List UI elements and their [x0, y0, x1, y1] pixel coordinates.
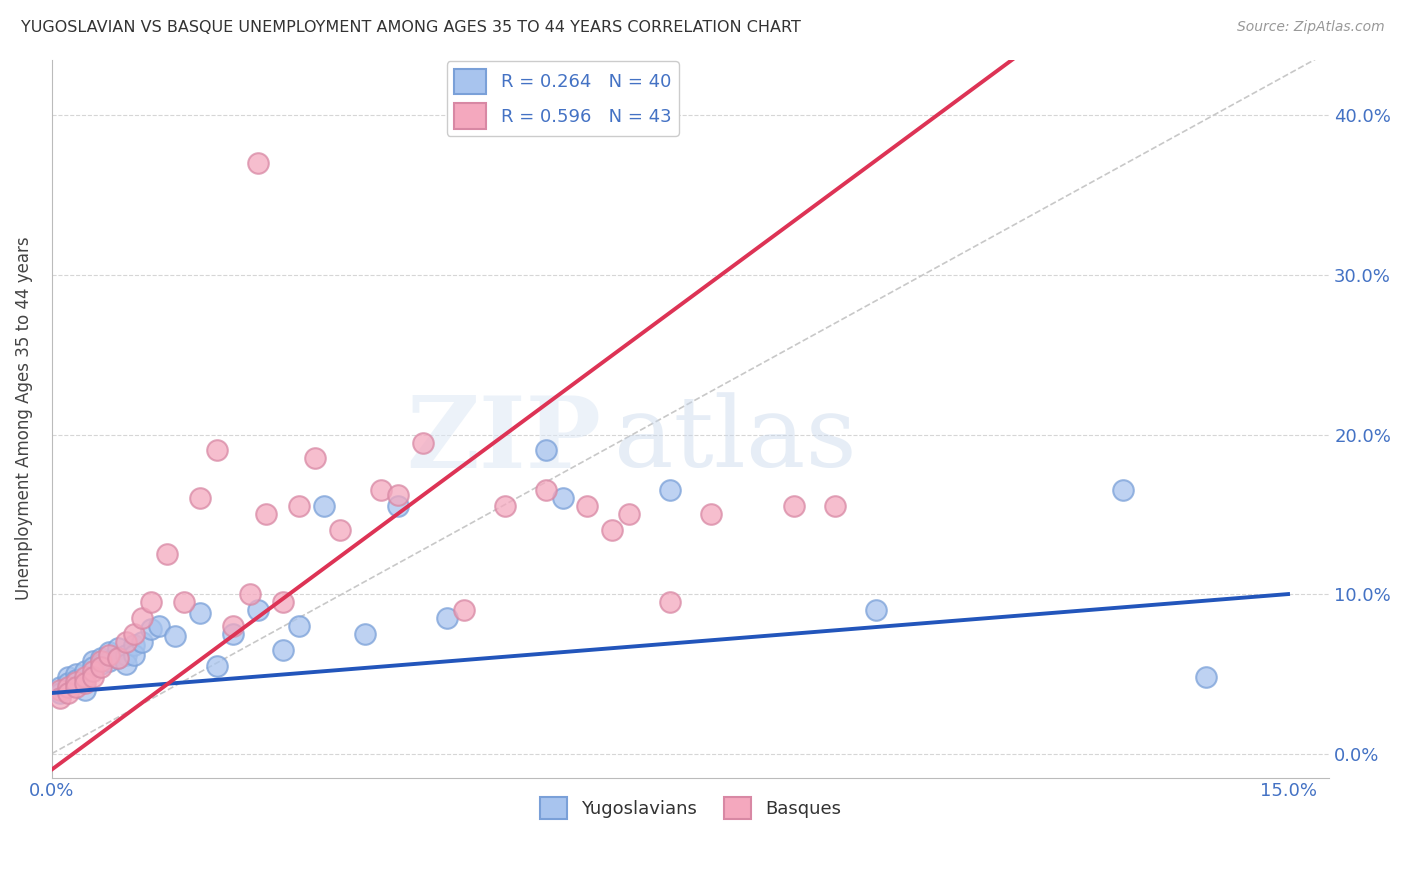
Point [436, 611, 458, 625]
Text: YUGOSLAVIAN VS BASQUE UNEMPLOYMENT AMONG AGES 35 TO 44 YEARS CORRELATION CHART: YUGOSLAVIAN VS BASQUE UNEMPLOYMENT AMONG… [21, 20, 801, 35]
Point [1194, 670, 1216, 684]
Point [90, 657, 112, 672]
Point [65, 673, 87, 688]
Point [246, 603, 269, 617]
Point [107, 651, 129, 665]
Point [700, 508, 723, 522]
Point [205, 443, 228, 458]
Point [387, 500, 409, 514]
Point [82, 664, 104, 678]
Point [49, 680, 72, 694]
Point [312, 500, 335, 514]
Point [453, 603, 475, 617]
Point [82, 654, 104, 668]
Point [49, 686, 72, 700]
Point [58, 680, 80, 694]
Point [90, 651, 112, 665]
Point [122, 638, 145, 652]
Text: atlas: atlas [614, 392, 856, 488]
Point [49, 682, 72, 697]
Point [148, 619, 170, 633]
Point [90, 654, 112, 668]
Point [131, 611, 153, 625]
Point [222, 627, 245, 641]
Point [329, 523, 352, 537]
Point [865, 603, 887, 617]
Point [115, 635, 138, 649]
Point [139, 622, 162, 636]
Point [73, 676, 96, 690]
Point [551, 491, 574, 506]
Point [536, 443, 558, 458]
Point [107, 641, 129, 656]
Point [115, 657, 138, 672]
Point [58, 670, 80, 684]
Point [122, 627, 145, 641]
Point [98, 648, 121, 662]
Point [107, 651, 129, 665]
Point [271, 595, 294, 609]
Point [304, 451, 326, 466]
Point [205, 658, 228, 673]
Point [824, 500, 846, 514]
Point [288, 619, 311, 633]
Point [536, 483, 558, 498]
Point [576, 500, 599, 514]
Text: Source: ZipAtlas.com: Source: ZipAtlas.com [1237, 20, 1385, 34]
Point [82, 670, 104, 684]
Point [370, 483, 392, 498]
Point [387, 488, 409, 502]
Point [288, 500, 311, 514]
Point [254, 508, 277, 522]
Point [73, 664, 96, 678]
Point [494, 500, 516, 514]
Point [1112, 483, 1135, 498]
Point [188, 606, 211, 620]
Point [658, 595, 681, 609]
Point [658, 483, 681, 498]
Point [49, 690, 72, 705]
Point [188, 491, 211, 506]
Point [165, 629, 187, 643]
Point [238, 587, 260, 601]
Text: ZIP: ZIP [406, 392, 602, 489]
Y-axis label: Unemployment Among Ages 35 to 44 years: Unemployment Among Ages 35 to 44 years [15, 236, 32, 600]
Point [782, 500, 804, 514]
Point [271, 643, 294, 657]
Point [600, 523, 623, 537]
Point [58, 686, 80, 700]
Point [98, 654, 121, 668]
Point [139, 595, 162, 609]
Point [65, 674, 87, 689]
Point [131, 635, 153, 649]
Point [122, 648, 145, 662]
Legend: Yugoslavians, Basques: Yugoslavians, Basques [533, 789, 849, 826]
Point [73, 682, 96, 697]
Point [246, 156, 269, 170]
Point [115, 648, 138, 662]
Point [58, 676, 80, 690]
Point [173, 595, 195, 609]
Point [65, 680, 87, 694]
Point [222, 619, 245, 633]
Point [98, 644, 121, 658]
Point [65, 666, 87, 681]
Point [617, 508, 640, 522]
Point [73, 670, 96, 684]
Point [82, 660, 104, 674]
Point [354, 627, 377, 641]
Point [90, 660, 112, 674]
Point [156, 547, 179, 561]
Point [412, 435, 434, 450]
